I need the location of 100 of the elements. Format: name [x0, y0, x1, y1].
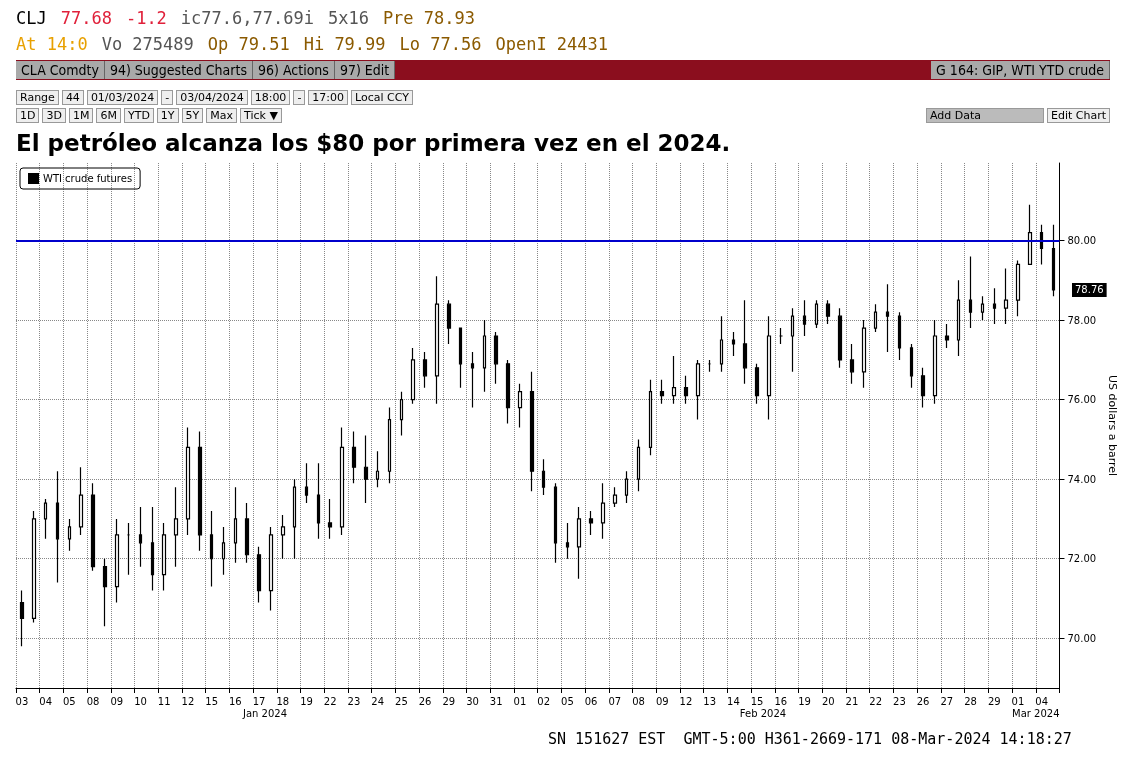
candlestick	[434, 275, 440, 405]
text: 94) Suggested Charts	[104, 61, 253, 79]
text: Edit Chart	[1046, 108, 1110, 123]
candlestick	[209, 510, 214, 588]
y-tick-label: 74.00	[1067, 473, 1097, 485]
x-tick-label: 08	[632, 695, 645, 707]
candlestick	[114, 518, 120, 604]
candlestick	[399, 391, 404, 437]
candlestick	[410, 347, 416, 405]
text: OpenI 24431	[495, 34, 609, 54]
candlestick	[683, 375, 689, 405]
x-tick-label: 14	[727, 695, 740, 707]
text: Local CCY	[351, 90, 413, 105]
x-tick-label: 20	[821, 695, 835, 707]
x-tick-label: 01	[513, 695, 527, 707]
candlestick	[1051, 224, 1056, 297]
candlestick	[339, 426, 345, 536]
x-tick-label: 21	[845, 695, 859, 707]
candlestick	[553, 482, 558, 564]
x-tick-label: 22	[323, 695, 337, 707]
text: 17:00	[308, 90, 349, 105]
x-tick-label: 23	[893, 695, 906, 707]
text: Range	[16, 90, 59, 105]
text: -	[161, 90, 174, 105]
text: Tick ▼	[240, 108, 282, 123]
candlestick	[280, 514, 286, 560]
candlestick	[932, 319, 938, 405]
text: G 164: GIP, WTI YTD crude	[931, 61, 1110, 79]
x-tick-label: 15	[205, 695, 219, 707]
text: At 14:0	[16, 34, 88, 54]
candlestick	[363, 434, 369, 504]
candlestick	[920, 367, 926, 409]
x-tick-label: 10	[134, 695, 147, 707]
x-tick-label: 04	[1035, 695, 1049, 707]
candlestick	[897, 311, 902, 361]
y-tick-label: 70.00	[1067, 632, 1097, 644]
candlestick	[861, 319, 867, 389]
candlestick	[493, 331, 499, 385]
x-tick-label: 03	[15, 695, 29, 707]
x-tick-label: 29	[442, 695, 456, 707]
x-tick-label: 09	[110, 695, 124, 707]
x-tick-label: 16	[229, 695, 242, 707]
candlestick	[695, 359, 701, 421]
candlestick	[837, 307, 843, 369]
candlestick	[849, 343, 855, 385]
candlestick	[446, 299, 452, 345]
x-tick-label: 07	[608, 695, 622, 707]
candlestick	[78, 466, 84, 536]
candlestick	[636, 438, 641, 492]
candlestick	[517, 383, 523, 429]
candlestick	[565, 522, 570, 560]
text: ic77.6,77.69i	[180, 8, 314, 28]
candlestick	[292, 478, 297, 560]
candlestick	[754, 363, 760, 405]
x-tick-label: 05	[62, 695, 76, 707]
candlestick	[814, 299, 819, 329]
text: Add Data	[925, 108, 1044, 123]
candlestick	[600, 482, 606, 540]
candlestick	[766, 315, 772, 421]
candlestick	[825, 299, 831, 325]
text: 1D	[16, 108, 40, 123]
text: 44	[61, 90, 84, 105]
candlestick	[268, 526, 274, 612]
candlestick	[233, 486, 238, 564]
candlestick	[102, 558, 108, 627]
y-tick-label: 76.00	[1067, 394, 1097, 406]
candlestick	[992, 287, 997, 325]
text: -1.2	[125, 8, 167, 28]
text: 03/04/2024	[176, 90, 248, 105]
candlestick	[909, 343, 914, 389]
candlestick	[1015, 259, 1021, 317]
candlestick	[19, 589, 25, 647]
x-tick-label: 04	[39, 695, 53, 707]
candlestick	[244, 502, 250, 564]
x-tick-label: 01	[1011, 695, 1025, 707]
candlestick	[671, 355, 677, 405]
x-tick-label: 02	[537, 695, 551, 707]
text: CLJ	[16, 8, 47, 28]
text: 18:00	[250, 90, 291, 105]
text: Op 79.51	[207, 34, 290, 54]
candlestick	[387, 407, 392, 484]
text: SN 151627 EST GMT-5:00 H361-2669-171 08-Mar-2024 14:18:27	[548, 730, 1072, 748]
candlestick	[304, 462, 309, 504]
candlestick	[173, 486, 179, 568]
y-tick-label: 72.00	[1067, 553, 1097, 565]
candlestick	[43, 498, 48, 540]
x-tick-label: 30	[466, 695, 479, 707]
text: 77.68	[60, 8, 112, 28]
text: Feb 2024	[739, 707, 787, 719]
y-tick-label: 80.00	[1067, 235, 1097, 247]
candlestick	[719, 315, 724, 373]
candlestick	[482, 319, 487, 393]
x-tick-label: 13	[703, 695, 717, 707]
candlestick	[1003, 267, 1009, 325]
x-tick-label: 05	[561, 695, 574, 707]
candlestick	[742, 299, 748, 385]
x-tick-label: 25	[395, 695, 408, 707]
candlestick	[802, 299, 807, 337]
text: 01/03/2024	[86, 90, 159, 105]
text: 1Y	[156, 108, 179, 123]
